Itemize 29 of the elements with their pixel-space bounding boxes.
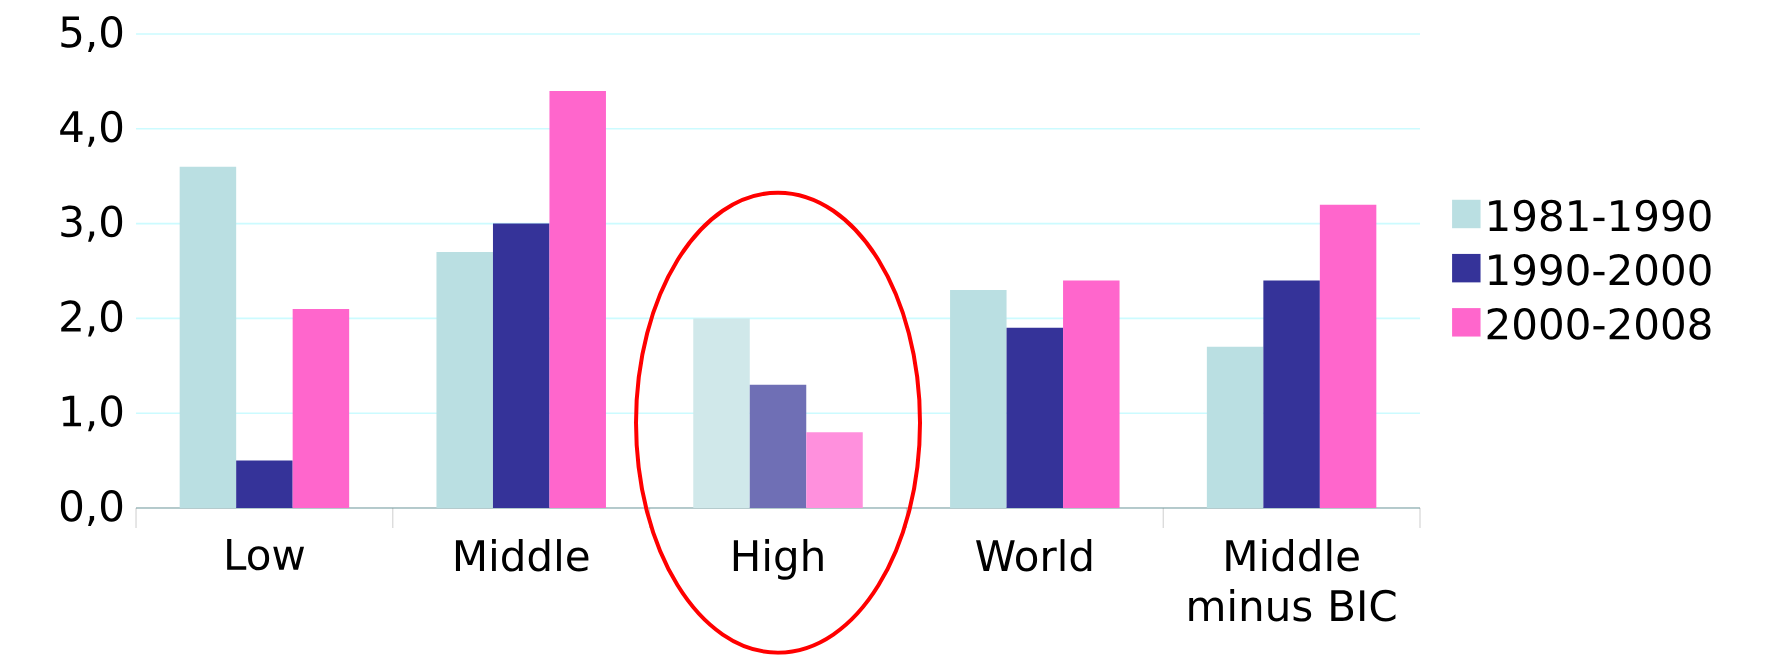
- legend-label: 2000-2008: [1487, 308, 1711, 341]
- bar: [436, 252, 493, 509]
- y-tick-label: 4,0: [60, 110, 123, 147]
- bar: [492, 223, 550, 509]
- bar: [292, 309, 350, 509]
- legend-label: 1981-1990: [1489, 199, 1711, 232]
- bar: [693, 318, 750, 509]
- x-tick-label: Middle minus BIC: [1189, 539, 1396, 622]
- bar: [179, 166, 237, 509]
- bar: [749, 384, 807, 509]
- y-tick-label: 3,0: [61, 205, 123, 242]
- bar: [1263, 280, 1320, 509]
- x-tick-label: Low: [227, 539, 305, 571]
- y-tick-label: 0,0: [60, 490, 123, 527]
- x-tick-label: High: [733, 539, 823, 580]
- bar: [236, 460, 293, 509]
- y-tick-label: 5,0: [61, 16, 123, 53]
- x-tick-label: Middle: [455, 539, 589, 572]
- bar: [806, 432, 863, 509]
- bar: [1206, 346, 1264, 509]
- bar: [1319, 204, 1377, 509]
- y-tick-label: 1,0: [62, 395, 123, 432]
- bar: [1006, 328, 1064, 509]
- bar: [950, 290, 1007, 509]
- legend-label: 1990-2000: [1489, 254, 1711, 286]
- bar: [549, 91, 606, 509]
- y-tick-label: 2,0: [61, 300, 123, 337]
- bar: [1063, 280, 1120, 509]
- x-tick-label: World: [976, 539, 1092, 572]
